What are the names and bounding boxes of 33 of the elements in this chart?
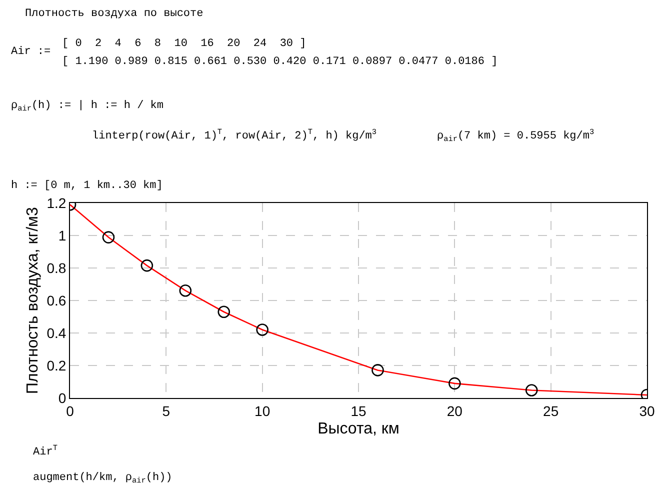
x-tick-label: 10: [254, 402, 270, 419]
x-tick-label: 15: [350, 402, 366, 419]
y-tick-label: 0.6: [46, 292, 66, 308]
x-tick-label: 20: [446, 402, 463, 419]
text: [ 1.190 0.989 0.815 0.661 0.530 0.420 0.171 0.0897 0.0477 0.0186 ]: [62, 56, 498, 68]
point: [102, 231, 115, 244]
point: [179, 284, 192, 297]
text: Air :=: [11, 46, 51, 58]
text: ρ$_{air}$(7 km) = 0.5955 kg/m$^{3}$: [437, 128, 594, 144]
chart-title: Плотность воздуха по высоте: [25, 8, 204, 20]
text: linterp(row(Air, 1)$^{T}$, row(Air, 2)$^{T}$, h) kg/m$^{3}$: [92, 128, 377, 143]
text: augment(h/km, ρ$_{air}$(h)): [33, 472, 172, 486]
x-axis-title: Высота, км: [318, 420, 400, 438]
text: ρ$_{air}$(h) := | h := h / km: [11, 100, 164, 114]
y-tick-label: 0.2: [46, 357, 66, 374]
point: [256, 324, 268, 336]
x-tick-label: 30: [639, 402, 655, 419]
y-tick-label: 1: [58, 227, 66, 244]
y-tick-label: 0.4: [46, 324, 66, 341]
text: h := [0 m, 1 km..30 km]: [11, 180, 163, 192]
text: Air$^{T}$: [33, 444, 58, 459]
y-tick-label: 0: [58, 390, 66, 406]
x-tick-label: 5: [162, 402, 170, 419]
y-axis-title: Плотность воздуха, кг/м3: [24, 206, 42, 394]
y-tick-label: 1.2: [46, 194, 66, 211]
point: [218, 306, 230, 318]
point: [140, 259, 154, 272]
y-tick-label: 0.8: [46, 260, 66, 276]
text: [ 0 2 4 6 8 10 16 20 24 30 ]: [62, 38, 306, 50]
point: [372, 364, 384, 376]
x-tick-label: 25: [543, 402, 559, 419]
point: [525, 384, 538, 396]
point: [448, 377, 461, 390]
